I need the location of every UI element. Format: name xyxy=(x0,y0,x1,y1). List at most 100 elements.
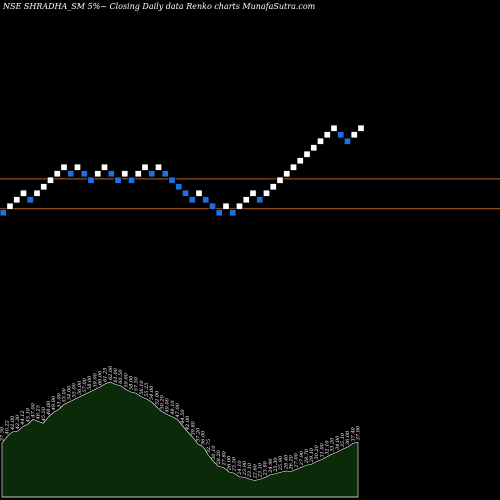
volume-value-label: 54.00 xyxy=(67,385,73,400)
volume-value-label: 22.60 xyxy=(252,463,258,479)
volume-value-label: 34.00 xyxy=(335,435,341,450)
renko-brick-up xyxy=(134,170,142,178)
chart-title: NSE SHRADHA_SM 5%~ Closing Daily data Re… xyxy=(2,2,316,11)
volume-value-label: 42.00 xyxy=(185,415,191,431)
renko-brick-down xyxy=(168,176,176,184)
renko-brick-up xyxy=(121,170,129,178)
renko-brick-up xyxy=(222,202,230,210)
renko-brick-up xyxy=(195,189,203,197)
volume-value-label: 62.00 xyxy=(108,365,114,380)
volume-value-label: 33.20 xyxy=(330,437,336,452)
volume-value-label: 25.90 xyxy=(278,455,284,471)
renko-brick-up xyxy=(94,170,102,178)
renko-brick-up xyxy=(40,183,48,191)
volume-value-label: 26.00 xyxy=(227,455,233,471)
volume-value-label: 50.20 xyxy=(159,394,165,409)
renko-brick-up xyxy=(262,189,271,197)
volume-value-label: 31.00 xyxy=(319,442,325,457)
volume-value-label: 30.20 xyxy=(314,444,320,459)
volume-value-label: 30.10 xyxy=(211,445,217,460)
renko-brick-up xyxy=(296,157,304,165)
volume-value-label: 52.00 xyxy=(154,390,160,405)
renko-brick-up xyxy=(235,202,244,210)
renko-brick-down xyxy=(337,131,345,139)
volume-value-label: 28.20 xyxy=(216,449,222,465)
volume-value-label: 29.10 xyxy=(309,447,315,463)
renko-brick-up xyxy=(323,131,331,139)
volume-value-label: 58.00 xyxy=(128,375,134,390)
renko-brick-down xyxy=(229,209,237,217)
renko-brick-up xyxy=(249,189,257,197)
renko-brick-up xyxy=(154,163,163,171)
renko-brick-up xyxy=(60,163,68,171)
volume-value-label: 45.50 xyxy=(41,406,47,422)
volume-value-label: 23.10 xyxy=(257,462,263,478)
renko-brick-up xyxy=(316,137,325,145)
renko-brick-up xyxy=(310,144,318,152)
volume-value-label: 27.00 xyxy=(294,452,300,468)
volume-labels: 37.50 40.22 42.00 42.30 44.12 45.10 47.00 46.25… xyxy=(0,365,362,480)
volume-value-label: 59.00 xyxy=(123,372,129,387)
volume-value-label: 55.00 xyxy=(72,382,78,397)
volume-value-label: 36.00 xyxy=(345,430,351,445)
volume-value-label: 25.50 xyxy=(232,456,238,472)
volume-value-label: 54.00 xyxy=(149,385,155,400)
volume-value-label: 46.25 xyxy=(36,405,42,420)
volume-value-label: 26.40 xyxy=(283,454,289,470)
renko-brick-up xyxy=(33,189,41,197)
volume-value-label: 36.00 xyxy=(201,430,207,445)
renko-brick-down xyxy=(175,183,183,191)
volume-value-label: 48.10 xyxy=(170,400,176,416)
renko-brick-up xyxy=(6,202,14,210)
volume-value-label: 39.80 xyxy=(190,420,196,435)
volume-value-label: 37.90 xyxy=(356,425,362,440)
volume-value-label: 42.30 xyxy=(15,414,21,430)
renko-brick-down xyxy=(161,170,169,178)
renko-brick-down xyxy=(148,170,156,178)
volume-value-label: 47.00 xyxy=(175,402,181,418)
renko-brick-up xyxy=(19,189,28,197)
volume-value-label: 23.10 xyxy=(247,462,253,478)
volume-value-label: 57.00 xyxy=(82,377,88,392)
volume-value-label: 59.00 xyxy=(92,372,98,387)
renko-brick-up xyxy=(303,150,311,158)
volume-value-label: 44.50 xyxy=(180,409,186,425)
volume-value-label: 24.90 xyxy=(268,458,274,474)
renko-brick-down xyxy=(107,170,115,178)
volume-value-label: 61.00 xyxy=(113,367,119,382)
volume-value-label: 37.50 xyxy=(0,426,6,441)
volume-value-label: 45.10 xyxy=(25,407,31,423)
volume-value-label: 32.75 xyxy=(206,439,212,453)
volume-value-label: 35.10 xyxy=(340,432,346,447)
renko-brick-up xyxy=(13,196,21,204)
renko-brick-up xyxy=(283,170,291,178)
volume-area-shape xyxy=(1,381,359,498)
renko-brick-up xyxy=(289,163,298,171)
volume-value-label: 44.12 xyxy=(20,410,26,425)
volume-value-label: 48.00 xyxy=(46,400,52,416)
renko-brick-down xyxy=(181,189,190,197)
renko-brick-down xyxy=(0,209,7,217)
renko-brick-up xyxy=(100,163,109,171)
renko-brick-up xyxy=(276,176,284,184)
renko-brick-up xyxy=(350,131,358,139)
volume-value-label: 58.00 xyxy=(87,375,93,390)
volume-value-label: 37.20 xyxy=(196,427,202,442)
volume-area xyxy=(1,381,359,498)
volume-value-label: 55.25 xyxy=(144,383,150,397)
renko-brick-down xyxy=(67,170,75,178)
volume-value-label: 23.80 xyxy=(263,460,269,476)
volume-value-label: 26.20 xyxy=(288,454,294,470)
renko-brick-down xyxy=(215,209,223,217)
volume-value-label: 32.10 xyxy=(325,440,331,455)
level-lines xyxy=(0,178,500,210)
renko-brick-up xyxy=(242,196,250,204)
renko-brick-down xyxy=(114,176,122,184)
volume-value-label: 51.00 xyxy=(56,392,62,407)
renko-brick-up xyxy=(46,176,55,184)
renko-brick-up xyxy=(141,163,149,171)
volume-value-label: 53.00 xyxy=(61,387,67,402)
renko-brick-down xyxy=(127,176,136,184)
renko-bricks xyxy=(0,124,365,217)
volume-value-label: 23.90 xyxy=(242,460,248,476)
